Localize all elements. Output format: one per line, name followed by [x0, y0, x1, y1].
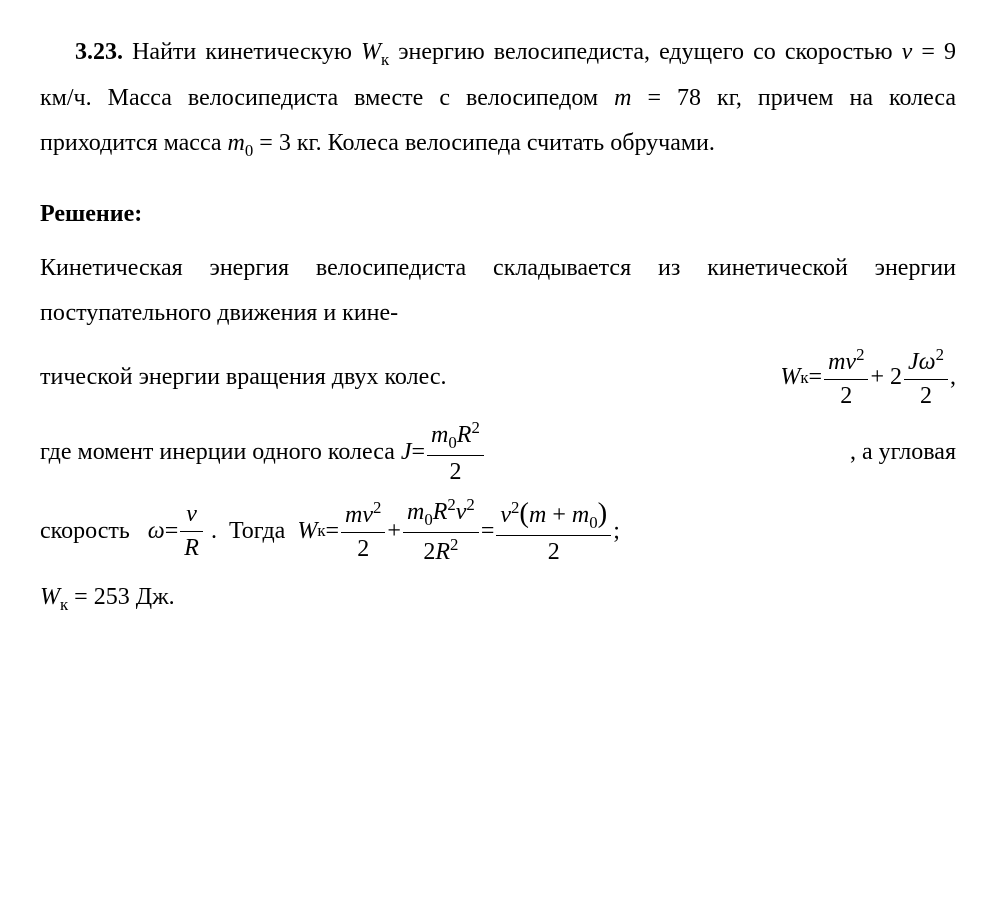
formula-3: ω = v R	[148, 500, 205, 563]
f3-frac: v R	[180, 500, 203, 563]
eq-m: = 78 кг,	[631, 85, 757, 111]
solution-line-3: где момент инерции одного колеса J = m0R…	[40, 418, 956, 487]
f4-semi: ;	[613, 517, 620, 546]
var-Wk: W	[361, 39, 381, 65]
f4-f3-m0: m	[572, 502, 589, 528]
formula-4: Wк = mv2 2 + m0R2v2 2R2 = v2(m + m0) 2 ;	[297, 495, 620, 567]
f4-f2-vsup: 2	[466, 495, 474, 514]
f1-Wsub: к	[800, 368, 808, 388]
f4-f3-m0s: 0	[589, 512, 597, 531]
f3-w: ω	[148, 517, 165, 546]
f2-msub: 0	[448, 433, 456, 452]
f1-f1-sup: 2	[856, 345, 864, 364]
solution-body: Кинетическая энергия велосипедиста склад…	[40, 246, 956, 621]
f4-f3-pl: +	[546, 502, 572, 528]
f2-m: m	[431, 422, 448, 448]
f1-f2-w: ω	[919, 349, 936, 375]
solution-line-2-text: тической энергии вращения двух колес.	[40, 363, 447, 392]
formula-1: Wк = mv2 2 + 2 Jω2 2 ,	[780, 345, 956, 411]
f1-f2-den: 2	[904, 380, 948, 411]
f1-plus: + 2	[870, 363, 902, 392]
solution-line-4: скорость ω = v R . Тогда Wк = mv2 2 + m0…	[40, 495, 956, 567]
f4-f1-den: 2	[341, 533, 385, 564]
problem-text-3: Масса велосипедиста вместе с велосипедом	[108, 85, 614, 111]
f2-eq: =	[412, 438, 426, 467]
solution-line-3-post: , а угловая	[850, 438, 956, 467]
f4-f2-msub: 0	[424, 510, 432, 529]
f4-f2-m: m	[407, 499, 424, 525]
f4-eq: =	[325, 517, 339, 546]
f1-f1-den: 2	[824, 380, 868, 411]
f1-f2-J: J	[908, 349, 919, 375]
f4-frac3: v2(m + m0) 2	[496, 496, 611, 567]
f4-f3-lp: (	[519, 497, 529, 529]
f4-frac1: mv2 2	[341, 498, 385, 564]
f2-den: 2	[427, 456, 484, 487]
eq-m0: = 3 кг.	[253, 130, 327, 156]
f4-f2-d2: 2	[423, 539, 435, 565]
formula-2: J = m0R2 2	[401, 418, 486, 487]
f4-f3-v: v	[500, 502, 511, 528]
var-Wk-sub: к	[381, 50, 389, 69]
var-m: m	[614, 85, 631, 111]
f4-frac2: m0R2v2 2R2	[403, 495, 479, 567]
solution-line-1: Кинетическая энергия велосипедиста склад…	[40, 246, 956, 337]
f3-eq: =	[165, 517, 179, 546]
f4-f1-m: m	[345, 502, 362, 528]
problem-text-2: энергию велосипедиста, едущего со скорос…	[389, 39, 901, 65]
f1-eq: =	[809, 363, 823, 392]
f1-frac2: Jω2 2	[904, 345, 948, 411]
f1-f1-m: m	[828, 349, 845, 375]
f4-f2-v: v	[456, 499, 467, 525]
var-v: v	[902, 39, 913, 65]
f3-R: R	[184, 535, 199, 561]
solution-title: Решение:	[40, 192, 956, 238]
f4-f2-dRs: 2	[450, 535, 458, 554]
f4-eq2: =	[481, 517, 495, 546]
solution-line-2: тической энергии вращения двух колес. Wк…	[40, 345, 956, 411]
f2-R: R	[457, 422, 472, 448]
f4-f2-R: R	[433, 499, 448, 525]
f4-plus1: +	[387, 517, 401, 546]
solution-line-5: Wк = 253 Дж.	[40, 575, 956, 621]
f4-f3-den: 2	[496, 536, 611, 567]
f4-f3-m: m	[529, 502, 546, 528]
l5-W: W	[40, 584, 60, 610]
l5-Wsub: к	[60, 595, 68, 614]
f4-f1-sup: 2	[373, 498, 381, 517]
f1-W: W	[780, 363, 800, 392]
f4-Wsub: к	[317, 521, 325, 541]
solution-line-3-pre: где момент инерции одного колеса	[40, 438, 395, 467]
f2-Rsup: 2	[471, 418, 479, 437]
problem-text-1: Найти кинетическую	[132, 39, 361, 65]
problem-number: 3.23.	[75, 39, 123, 65]
f1-frac1: mv2 2	[824, 345, 868, 411]
f4-f2-dR: R	[435, 539, 450, 565]
f1-comma: ,	[950, 363, 956, 392]
l5-eq: = 253 Дж.	[68, 584, 175, 610]
f4-W: W	[297, 517, 317, 546]
var-m0: m	[228, 130, 245, 156]
f4-f2-Rsup: 2	[447, 495, 455, 514]
problem-statement: 3.23. Найти кинетическую Wк энергию вело…	[40, 30, 956, 167]
f2-J: J	[401, 438, 412, 467]
problem-text-5: Колеса велосипеда считать обручами.	[328, 130, 715, 156]
f1-f1-v: v	[845, 349, 856, 375]
f1-f2-sup: 2	[936, 345, 944, 364]
solution-line-4-pre: скорость	[40, 517, 148, 546]
f4-f1-v: v	[362, 502, 373, 528]
f4-f3-rp: )	[598, 497, 608, 529]
f3-v: v	[186, 501, 197, 527]
f2-frac: m0R2 2	[427, 418, 484, 487]
solution-line-4-mid: . Тогда	[205, 517, 297, 546]
